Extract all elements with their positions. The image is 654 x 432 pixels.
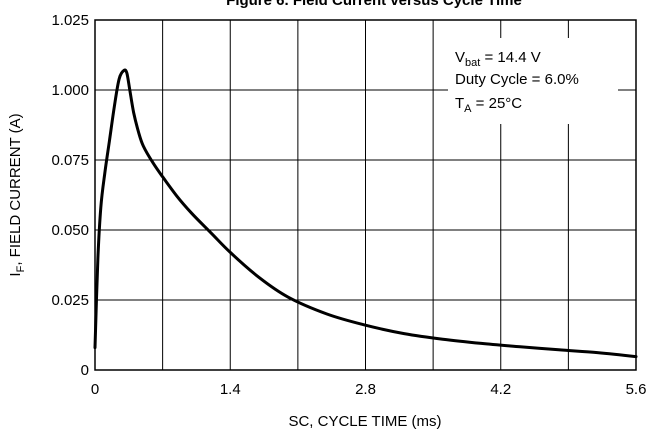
y-tick-labels: 0 0.025 0.050 0.075 1.000 1.025	[51, 12, 89, 379]
chart-title: Figure 6. Field Current versus Cycle Tim…	[226, 0, 522, 9]
x-tick-label: 0	[91, 381, 99, 398]
series-line-field-current	[93, 68, 638, 359]
y-tick-label: 1.000	[51, 82, 89, 99]
y-tick-label: 1.025	[51, 12, 89, 29]
annotation-ta: TA = 25°C	[455, 95, 522, 115]
x-tick-label: 2.8	[355, 381, 376, 398]
annotation-duty-cycle: Duty Cycle = 6.0%	[455, 71, 579, 88]
y-tick-label: 0.050	[51, 222, 89, 239]
plot-frame	[94, 19, 637, 371]
x-axis-title: SC, CYCLE TIME (ms)	[288, 413, 441, 430]
y-tick-label: 0.025	[51, 292, 89, 309]
y-axis-title: IF, FIELD CURRENT (A)	[7, 113, 27, 276]
annotation-background	[448, 38, 618, 124]
y-tick-label: 0.075	[51, 152, 89, 169]
x-tick-labels: 0 1.4 2.8 4.2 5.6	[91, 381, 647, 398]
x-tick-label: 1.4	[220, 381, 241, 398]
x-tick-label: 5.6	[626, 381, 647, 398]
x-tick-label: 4.2	[490, 381, 511, 398]
y-tick-label: 0	[81, 362, 89, 379]
annotation-vbat: Vbat = 14.4 V	[455, 49, 541, 69]
